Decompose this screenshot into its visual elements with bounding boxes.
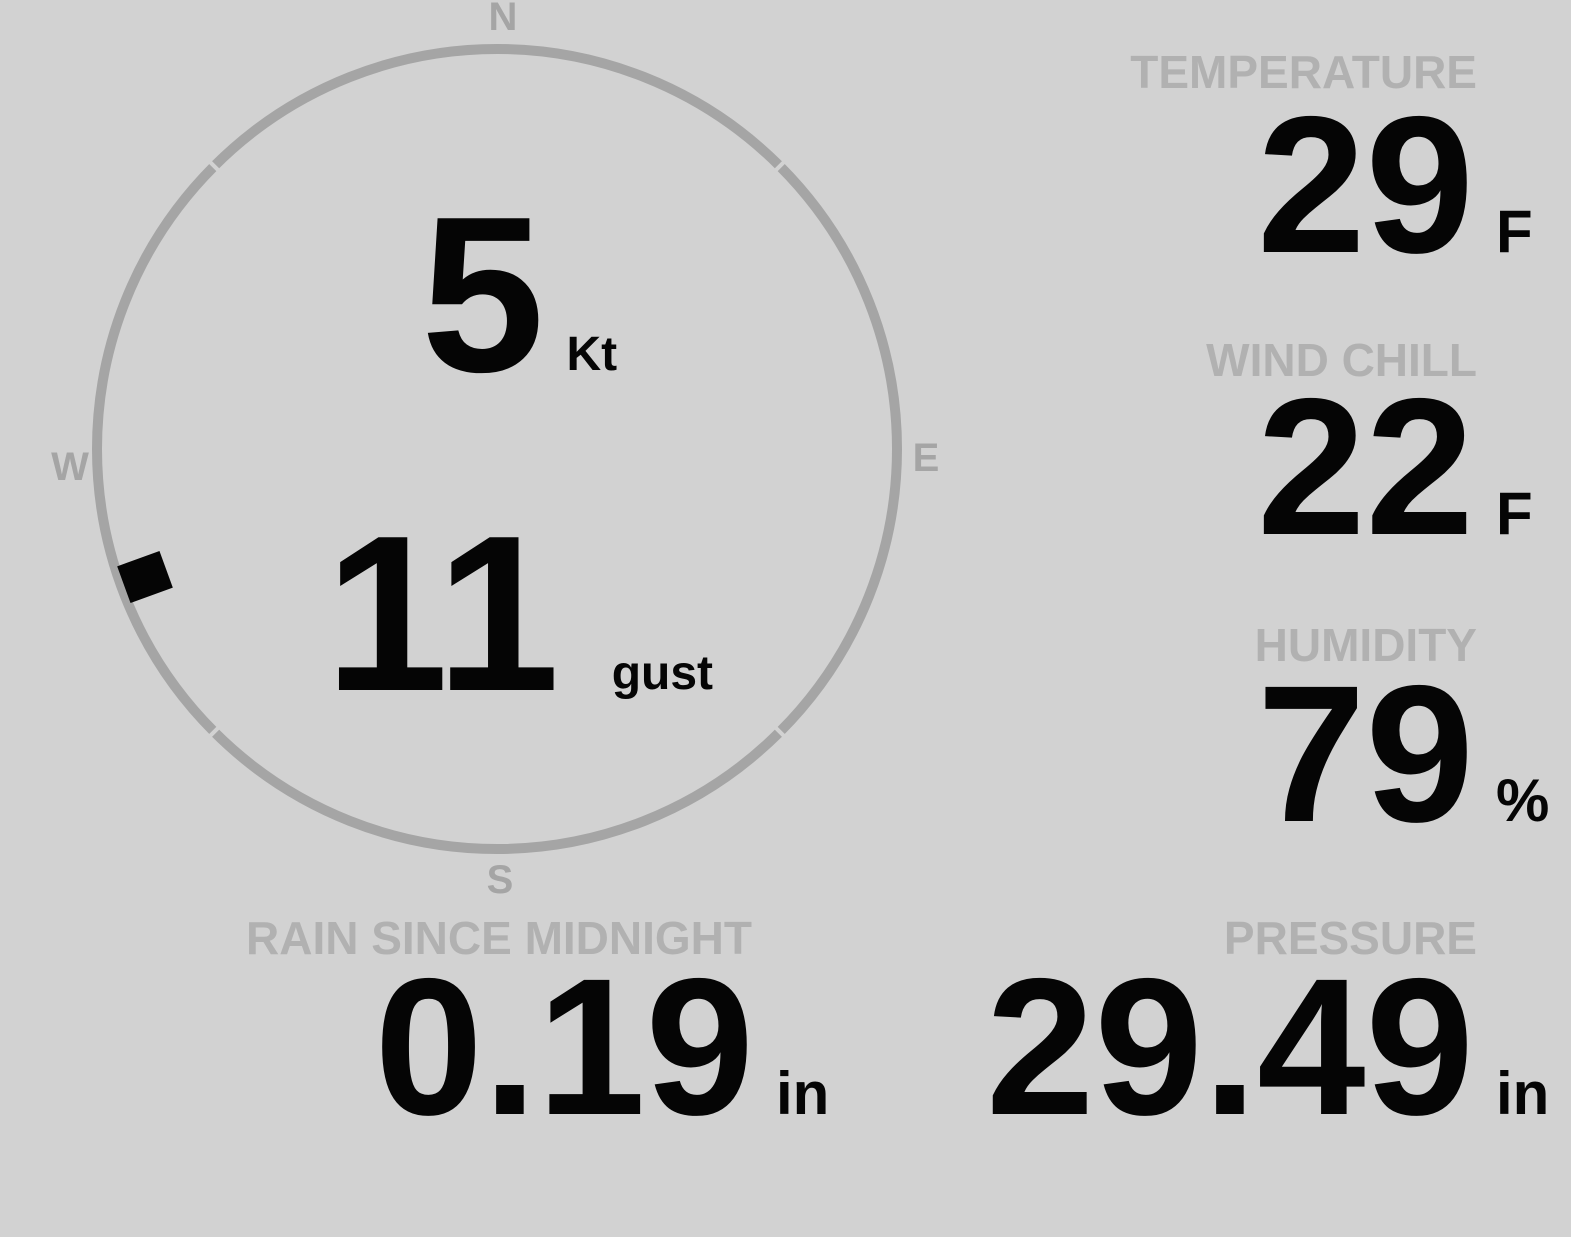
humidity-readout: 79 % xyxy=(1257,645,1549,863)
wind-speed-value: 5 xyxy=(421,171,545,419)
humidity-unit: % xyxy=(1496,767,1550,834)
pressure-value: 29.49 xyxy=(986,938,1474,1156)
cardinal-east-label: E xyxy=(912,436,940,480)
temperature-value: 29 xyxy=(1257,76,1474,294)
cardinal-south-label: S xyxy=(486,858,514,902)
wind-gust-value: 11 xyxy=(325,490,560,738)
pressure-label: PRESSURE xyxy=(1223,912,1477,964)
cardinal-north-label: N xyxy=(488,0,518,39)
rain-since-midnight-readout: 0.19 in xyxy=(374,938,829,1156)
humidity-value: 79 xyxy=(1257,645,1474,863)
wind-chill-readout: 22 F xyxy=(1257,358,1533,576)
temperature-label: TEMPERATURE xyxy=(1130,46,1477,98)
wind-chill-unit: F xyxy=(1496,480,1533,547)
wind-chill-label: WIND CHILL xyxy=(1206,334,1477,386)
rain-since-midnight-unit: in xyxy=(776,1060,830,1127)
wind-speed: 5 Kt xyxy=(421,171,617,419)
wind-speed-unit: Kt xyxy=(566,328,618,381)
pressure-readout: 29.49 in xyxy=(986,938,1549,1156)
temperature-unit: F xyxy=(1496,198,1533,265)
rain-since-midnight-value: 0.19 xyxy=(374,938,754,1156)
wind-gust: 11 gust xyxy=(325,490,713,738)
wind-gust-unit: gust xyxy=(611,647,714,700)
pressure-unit: in xyxy=(1496,1060,1550,1127)
cardinal-west-label: W xyxy=(51,445,89,489)
humidity-label: HUMIDITY xyxy=(1254,619,1477,671)
rain-since-midnight-label: RAIN SINCE MIDNIGHT xyxy=(246,912,752,964)
wind-chill-value: 22 xyxy=(1257,358,1474,576)
temperature-readout: 29 F xyxy=(1257,76,1533,294)
compass-dial-circle xyxy=(92,44,902,854)
